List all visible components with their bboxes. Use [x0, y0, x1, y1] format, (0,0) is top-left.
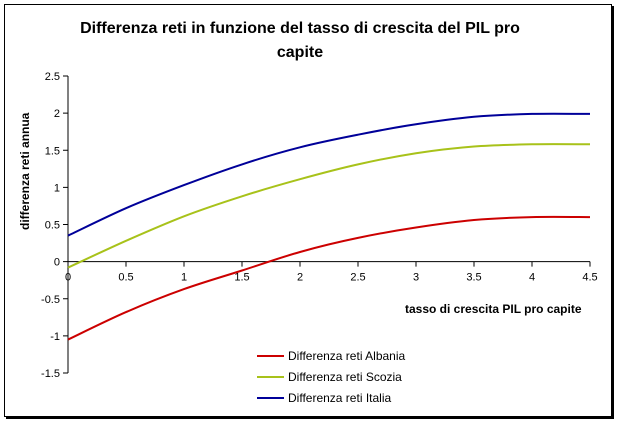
x-axis-label: tasso di crescita PIL pro capite	[405, 302, 582, 316]
axes	[63, 75, 591, 374]
series-line-2	[67, 143, 591, 269]
x-tick-label: 3.5	[466, 272, 481, 284]
y-tick-label: -1.5	[41, 368, 60, 380]
line-chart: 2.5 2 1.5 1 0.5 0 -0.5 -1 -1.5 0 0.5 1 1.5 2 2.5 3 3.5 4 4…	[18, 71, 598, 405]
chart-frame: Differenza reti in funzione del tasso di…	[4, 4, 612, 417]
y-tick-label: 0.5	[45, 220, 60, 232]
y-axis-label: differenza reti annua	[18, 112, 32, 230]
legend-label-1: Differenza reti Albania	[288, 349, 406, 363]
chart-title-line-2: capite	[276, 44, 324, 61]
chart-title: Differenza reti in funzione del tasso di…	[65, 17, 535, 65]
chart-title-line-1: Differenza reti in funzione del tasso di…	[80, 20, 520, 37]
x-tick-label: 2.5	[350, 272, 365, 284]
x-tick-label: 0	[65, 272, 71, 284]
y-tick-label: 2.5	[45, 71, 60, 83]
legend-label-2: Differenza reti Scozia	[288, 370, 402, 384]
x-tick-label: 1.5	[234, 272, 249, 284]
x-tick-label: 3	[413, 272, 419, 284]
x-tick-label: 4	[529, 272, 535, 284]
y-tick-label: 2	[54, 108, 60, 120]
y-tick-label: -0.5	[41, 294, 60, 306]
legend: Differenza reti Albania Differenza reti S…	[257, 349, 406, 405]
x-tick-label: 0.5	[118, 272, 133, 284]
x-tick-label: 4.5	[582, 272, 597, 284]
series-line-3	[67, 112, 591, 237]
y-tick-label: 0	[54, 257, 60, 269]
y-tick-label: 1.5	[45, 145, 60, 157]
tick-labels: 2.5 2 1.5 1 0.5 0 -0.5 -1 -1.5 0 0.5 1 1.5 2 2.5 3 3.5 4 4…	[41, 71, 598, 380]
y-tick-label: -1	[50, 331, 60, 343]
legend-label-3: Differenza reti Italia	[288, 391, 391, 405]
series-lines	[67, 112, 591, 341]
series-line-1	[67, 215, 591, 341]
y-tick-label: 1	[54, 182, 60, 194]
x-tick-label: 2	[297, 272, 303, 284]
x-tick-label: 1	[181, 272, 187, 284]
